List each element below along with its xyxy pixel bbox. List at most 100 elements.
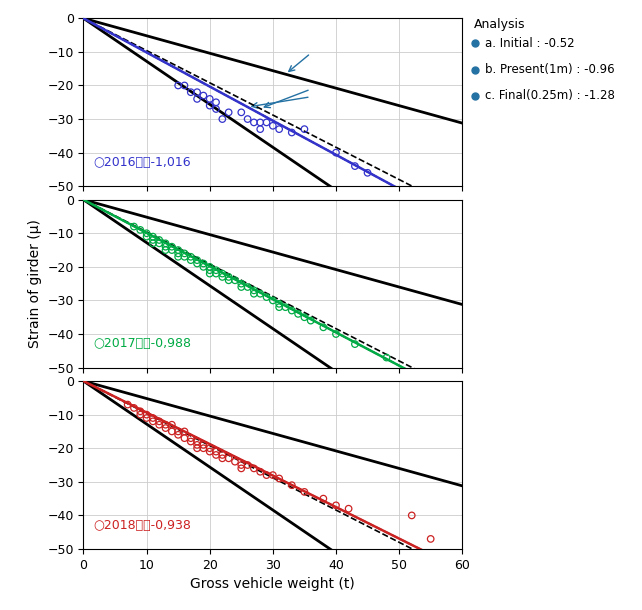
Point [331,500,341,510]
Point [217,114,227,124]
Text: a. Initial : -0.52: a. Initial : -0.52 [485,37,575,50]
Point [154,239,164,248]
Point [243,114,253,124]
Point [261,470,272,480]
Point [217,268,227,278]
Point [211,447,221,456]
Point [154,420,164,429]
Point [186,437,196,447]
Point [179,433,189,443]
Point [141,228,152,238]
Point [148,235,158,245]
Point [148,239,158,248]
Point [274,299,284,309]
Point [186,433,196,443]
Point [217,450,227,460]
Point [274,473,284,483]
Point [230,275,240,285]
Point [160,242,171,251]
Point [343,504,354,514]
Text: ○2016年：-1,016: ○2016年：-1,016 [93,156,191,169]
X-axis label: Gross vehicle weight (t): Gross vehicle weight (t) [191,577,355,591]
Point [173,430,184,440]
Point [299,124,309,134]
Point [286,306,297,315]
Point [167,242,177,251]
Point [173,248,184,258]
Point [173,252,184,262]
Point [236,460,247,470]
Point [362,168,372,178]
Point [167,245,177,255]
Point [186,252,196,262]
Point [274,303,284,312]
Point [243,460,253,470]
Point [381,353,392,362]
Point [141,232,152,242]
Point [167,426,177,436]
Point [173,81,184,90]
Y-axis label: Strain of girder (μ): Strain of girder (μ) [28,219,42,348]
Point [211,265,221,275]
Point [179,252,189,262]
Point [249,118,259,127]
Point [198,443,209,453]
Point [135,225,146,235]
Point [192,255,202,265]
Point [205,101,215,110]
Point [255,467,265,476]
Point [205,268,215,278]
Point [236,464,247,473]
Point [160,423,171,433]
Point [236,107,247,117]
Point [192,440,202,450]
Point [268,470,278,480]
Point [426,534,436,544]
Point [350,339,360,349]
Point [299,312,309,322]
Point [249,464,259,473]
Point [129,403,139,413]
Point [148,417,158,426]
Point [179,81,189,90]
Point [179,248,189,258]
Point [148,413,158,423]
Point [129,221,139,231]
Point [205,94,215,104]
Point [281,303,291,312]
Point [192,94,202,104]
Point [205,443,215,453]
Point [223,453,234,463]
Point [154,235,164,245]
Point [141,410,152,420]
Point [205,447,215,456]
Point [230,457,240,467]
Point [192,437,202,447]
Point [211,104,221,114]
Text: ○2017年：-0,988: ○2017年：-0,988 [93,337,191,351]
Point [148,232,158,242]
Point [249,285,259,295]
Point [236,279,247,289]
Point [160,420,171,429]
Point [406,511,417,520]
Point [255,289,265,299]
Text: Analysis: Analysis [474,18,525,31]
Point [192,87,202,97]
Text: c. Final(0.25m) : -1.28: c. Final(0.25m) : -1.28 [485,89,615,102]
Point [198,259,209,268]
Point [318,493,329,503]
Point [192,443,202,453]
Point [173,245,184,255]
Point [211,98,221,107]
Text: b. Present(1m) : -0.96: b. Present(1m) : -0.96 [485,63,614,76]
Point [223,272,234,282]
Point [350,161,360,171]
Point [243,282,253,292]
Point [211,450,221,460]
Point [261,118,272,127]
Point [160,245,171,255]
Point [167,420,177,429]
Point [198,262,209,271]
Point [141,413,152,423]
